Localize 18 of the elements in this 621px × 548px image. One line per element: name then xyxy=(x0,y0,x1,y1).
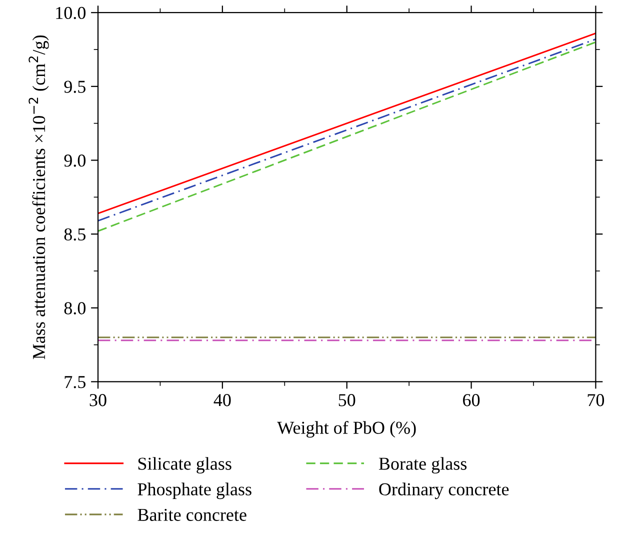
y-tick-label: 8.0 xyxy=(64,302,86,314)
legend-label: Borate glass xyxy=(378,457,467,474)
y-tick-label: 9.0 xyxy=(64,154,86,167)
legend-label: Phosphate glass xyxy=(138,482,252,500)
x-axis-title: Weight of PbO (%) xyxy=(277,420,416,438)
x-tick-label: 50 xyxy=(338,394,356,406)
legend-label: Silicate glass xyxy=(138,457,232,474)
legend-label: Ordinary concrete xyxy=(379,482,509,500)
y-tick-label: 8.5 xyxy=(64,228,86,241)
y-tick-label: 9.5 xyxy=(64,80,86,93)
x-tick-label: 40 xyxy=(214,394,231,406)
x-tick-label: 60 xyxy=(463,394,480,406)
x-tick-label: 70 xyxy=(588,394,604,406)
y-axis-title: Mass attenuation coefficients ×10$^{−2}$ (cm$^{2}$/g) xyxy=(28,35,49,360)
x-tick-label: 30 xyxy=(90,394,106,406)
legend-label: Barite concrete xyxy=(138,508,246,521)
y-tick-label: 10.0 xyxy=(56,6,86,20)
y-tick-label: 7.5 xyxy=(64,376,86,388)
